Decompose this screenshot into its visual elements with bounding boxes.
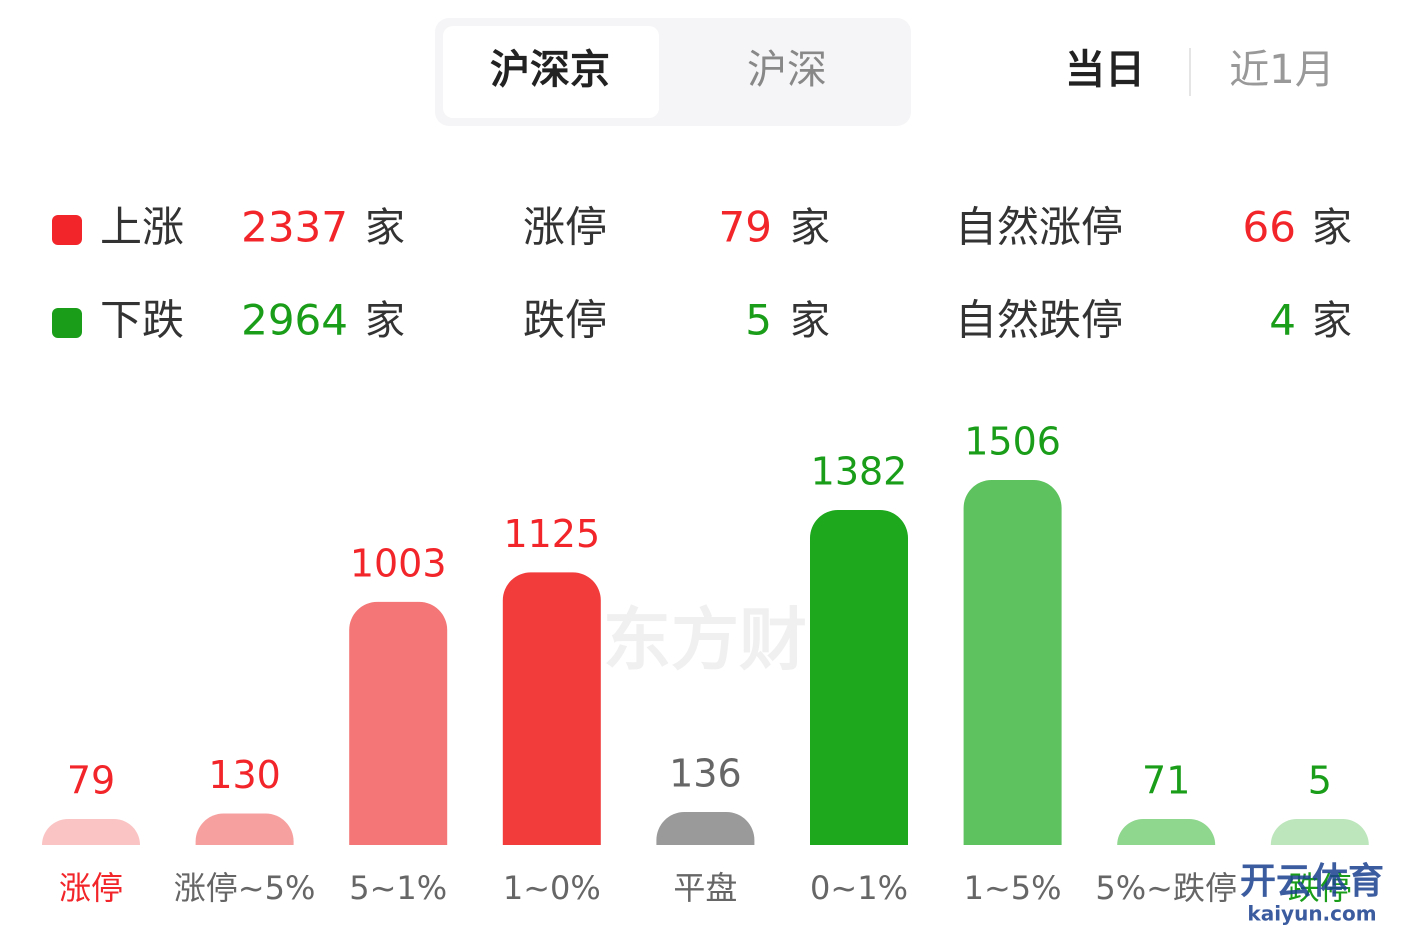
stat-label: 涨停 [523, 203, 607, 252]
x-tick-label: 5~1% [349, 869, 447, 907]
stat-value: 5 [745, 296, 772, 345]
x-tick-label: 平盘 [673, 869, 737, 907]
value-label: 1125 [503, 512, 600, 556]
bar [1117, 819, 1216, 845]
stat-label: 自然跌停 [955, 296, 1123, 345]
stat-value: 4 [1269, 296, 1296, 345]
bar [42, 819, 140, 845]
stat-label: 下跌 [100, 296, 184, 345]
stat-label: 跌停 [523, 296, 607, 345]
value-label: 130 [208, 753, 281, 797]
value-label: 136 [669, 752, 742, 796]
value-label: 1506 [964, 420, 1061, 464]
value-label: 79 [67, 759, 115, 803]
bar [963, 480, 1062, 845]
x-tick-label: 0~1% [810, 869, 908, 907]
x-tick-label: 1~0% [503, 869, 601, 907]
watermark: 东方财 [603, 602, 807, 681]
stat-value: 2964 [241, 296, 348, 345]
legend-dot [52, 308, 82, 338]
tab[interactable]: 沪深京 [490, 47, 610, 93]
stat-label: 上涨 [100, 203, 184, 252]
x-tick-label: 涨停~5% [174, 869, 316, 907]
value-label: 5 [1308, 759, 1332, 803]
stat-value: 79 [719, 203, 772, 252]
stat-unit: 家 [790, 298, 830, 344]
x-tick-label: 5%~跌停 [1095, 869, 1237, 907]
value-label: 1382 [811, 450, 908, 494]
stat-unit: 家 [1312, 298, 1352, 344]
bar [656, 812, 755, 845]
period-tab[interactable]: 近1月 [1229, 47, 1334, 93]
bar [502, 572, 601, 845]
value-label: 71 [1142, 759, 1190, 803]
legend-dot [52, 215, 82, 245]
tab[interactable]: 沪深 [747, 47, 827, 93]
x-tick-label: 1~5% [964, 869, 1062, 907]
bar [349, 601, 448, 845]
logo-title: 开云体育 [1240, 861, 1384, 902]
value-label: 1003 [350, 541, 447, 585]
period-tab[interactable]: 当日 [1065, 47, 1145, 93]
stat-unit: 家 [790, 205, 830, 251]
bar [195, 813, 294, 845]
x-tick-label: 跌停 [1288, 869, 1352, 907]
bar [1270, 819, 1369, 845]
stat-label: 自然涨停 [955, 203, 1123, 252]
logo-site: kaiyun.com [1247, 902, 1376, 926]
x-tick-label: 涨停 [59, 869, 123, 907]
tab-selected-bg [443, 26, 659, 118]
stat-value: 66 [1243, 203, 1296, 252]
stat-unit: 家 [1312, 205, 1352, 251]
stat-unit: 家 [365, 205, 405, 251]
bar [810, 510, 908, 845]
stat-unit: 家 [365, 298, 405, 344]
stat-value: 2337 [241, 203, 348, 252]
